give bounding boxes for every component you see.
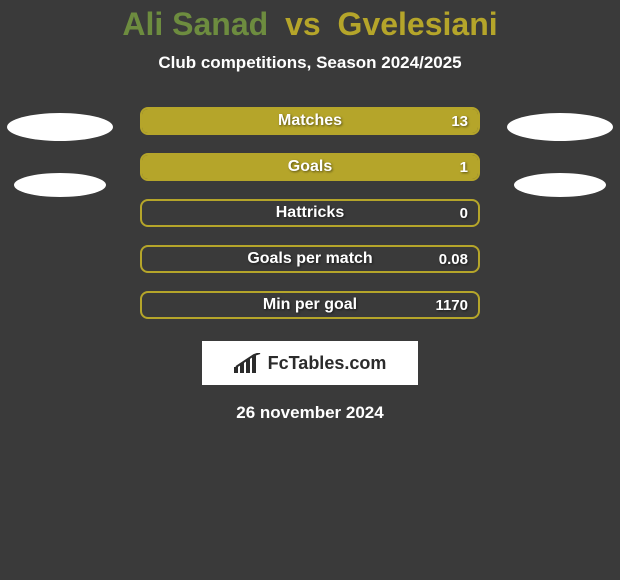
player1-ellipse [7,113,113,141]
stat-label: Hattricks [142,201,478,225]
stat-bars: Matches13 Goals1 Hattricks0 Goals per match… [120,107,500,319]
left-ellipse-column [0,107,120,319]
content-grid: Matches13 Goals1 Hattricks0 Goals per match… [0,107,620,319]
right-ellipse-column [500,107,620,319]
stat-bar-fill [142,109,478,133]
stat-bar: Hattricks0 [140,199,480,227]
brand-logo: FcTables.com [202,341,418,385]
date-text: 26 november 2024 [236,403,383,423]
stat-label: Min per goal [142,293,478,317]
player2-name: Gvelesiani [338,6,498,42]
stat-value: 0.08 [439,247,468,271]
stat-bar: Min per goal1170 [140,291,480,319]
page-title: Ali Sanad vs Gvelesiani [122,6,497,43]
player2-ellipse [507,113,613,141]
signal-bars-icon [234,353,262,373]
stat-bar: Goals1 [140,153,480,181]
player1-ellipse [14,173,106,197]
stat-value: 1170 [435,293,468,317]
player1-name: Ali Sanad [122,6,268,42]
stat-value: 0 [460,201,468,225]
stat-bar-fill [142,155,478,179]
subtitle: Club competitions, Season 2024/2025 [158,53,461,73]
vs-text: vs [285,6,321,42]
stat-label: Goals per match [142,247,478,271]
stat-bar: Goals per match0.08 [140,245,480,273]
stat-bar: Matches13 [140,107,480,135]
brand-text: FcTables.com [268,353,387,374]
player2-ellipse [514,173,606,197]
comparison-card: Ali Sanad vs Gvelesiani Club competition… [0,0,620,423]
